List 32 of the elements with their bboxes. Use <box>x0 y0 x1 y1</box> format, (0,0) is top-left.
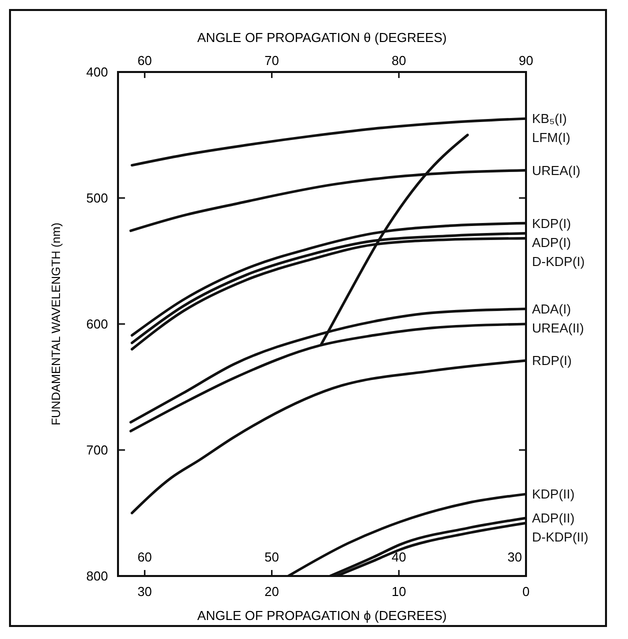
x2-tick-label: 70 <box>264 53 280 68</box>
annotation: 50 <box>264 550 280 565</box>
x2-axis-title: ANGLE OF PROPAGATION θ (DEGREES) <box>197 30 447 45</box>
x-tick-label: 10 <box>392 584 406 599</box>
annotation: 60 <box>137 550 152 565</box>
y-tick-label: 700 <box>86 442 108 458</box>
annotation: 30 <box>508 550 522 565</box>
series-label: ADA(I) <box>532 301 571 316</box>
y-tick-label: 400 <box>86 64 108 80</box>
y-axis-title: FUNDAMENTAL WAVELENGTH (nm) <box>49 222 63 426</box>
x-axis-title: ANGLE OF PROPAGATION ϕ (DEGREES) <box>197 608 447 623</box>
x2-tick-label: 90 <box>518 53 534 68</box>
series-label: D-KDP(I) <box>532 254 585 269</box>
series-label: UREA(I) <box>532 162 580 178</box>
x2-tick-label: 80 <box>392 53 406 68</box>
x-tick-label: 30 <box>137 584 152 599</box>
y-tick-label: 800 <box>86 568 108 584</box>
annotation: 40 <box>392 550 406 565</box>
series-label: ADP(II) <box>532 510 575 526</box>
y-tick-label: 500 <box>86 190 108 206</box>
series-label: KDP(II) <box>532 486 575 502</box>
series-label: KB₅(I) <box>532 111 567 126</box>
series-label: ADP(I) <box>532 234 571 250</box>
x-tick-label: 0 <box>522 584 530 599</box>
series-label: KDP(I) <box>532 216 571 231</box>
y-tick-label: 600 <box>86 316 108 332</box>
series-label: UREA(II) <box>532 320 584 336</box>
series-label: D-KDP(II) <box>532 530 588 545</box>
series-label: RDP(I) <box>532 353 572 368</box>
x-tick-label: 20 <box>264 584 280 599</box>
text: LFM(I) <box>532 130 570 146</box>
x2-tick-label: 60 <box>137 53 152 68</box>
